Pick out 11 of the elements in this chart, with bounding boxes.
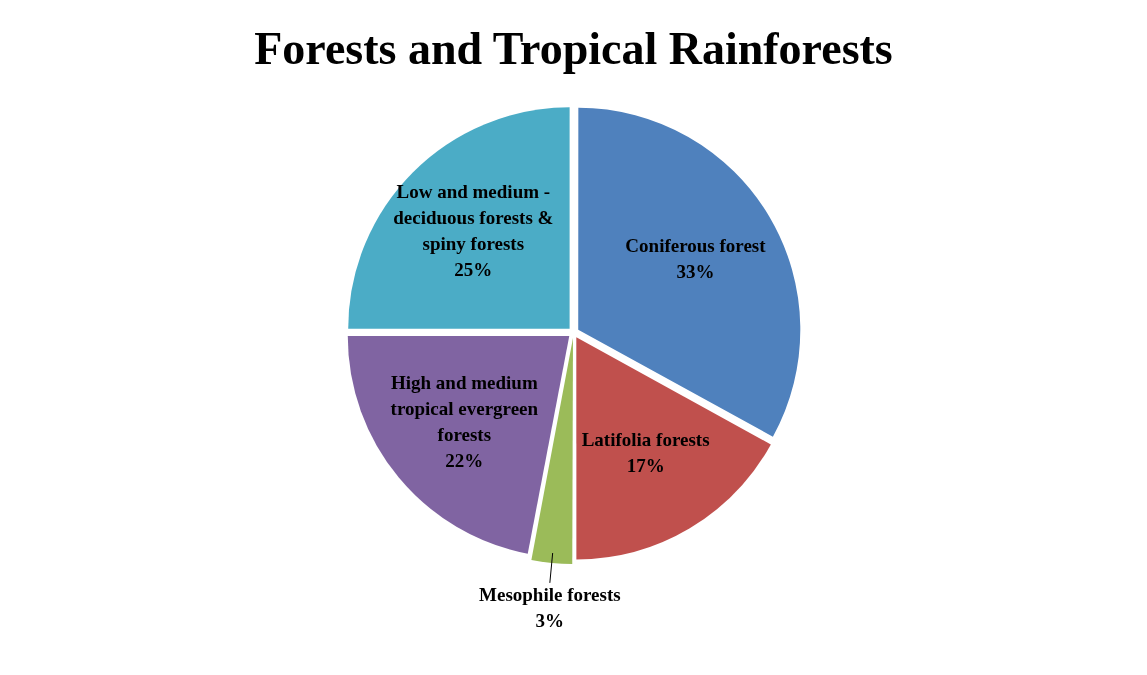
data-label: 17%	[626, 455, 665, 477]
data-label: 22%	[445, 449, 484, 471]
slice-label: High and medium tropical evergreen forests	[390, 371, 539, 445]
slice-label: Coniferous forest	[625, 235, 767, 257]
data-label: 33%	[676, 261, 715, 283]
slice-label: Low and medium - deciduous forests & spiny forests	[393, 181, 554, 255]
chart-title: Forests and Tropical Rainforests	[254, 23, 893, 75]
slice-label: Latifolia forests	[581, 429, 710, 451]
data-label: 3%	[535, 609, 565, 631]
data-label: 25%	[454, 259, 493, 281]
slice-label: Mesophile forests	[479, 583, 621, 605]
